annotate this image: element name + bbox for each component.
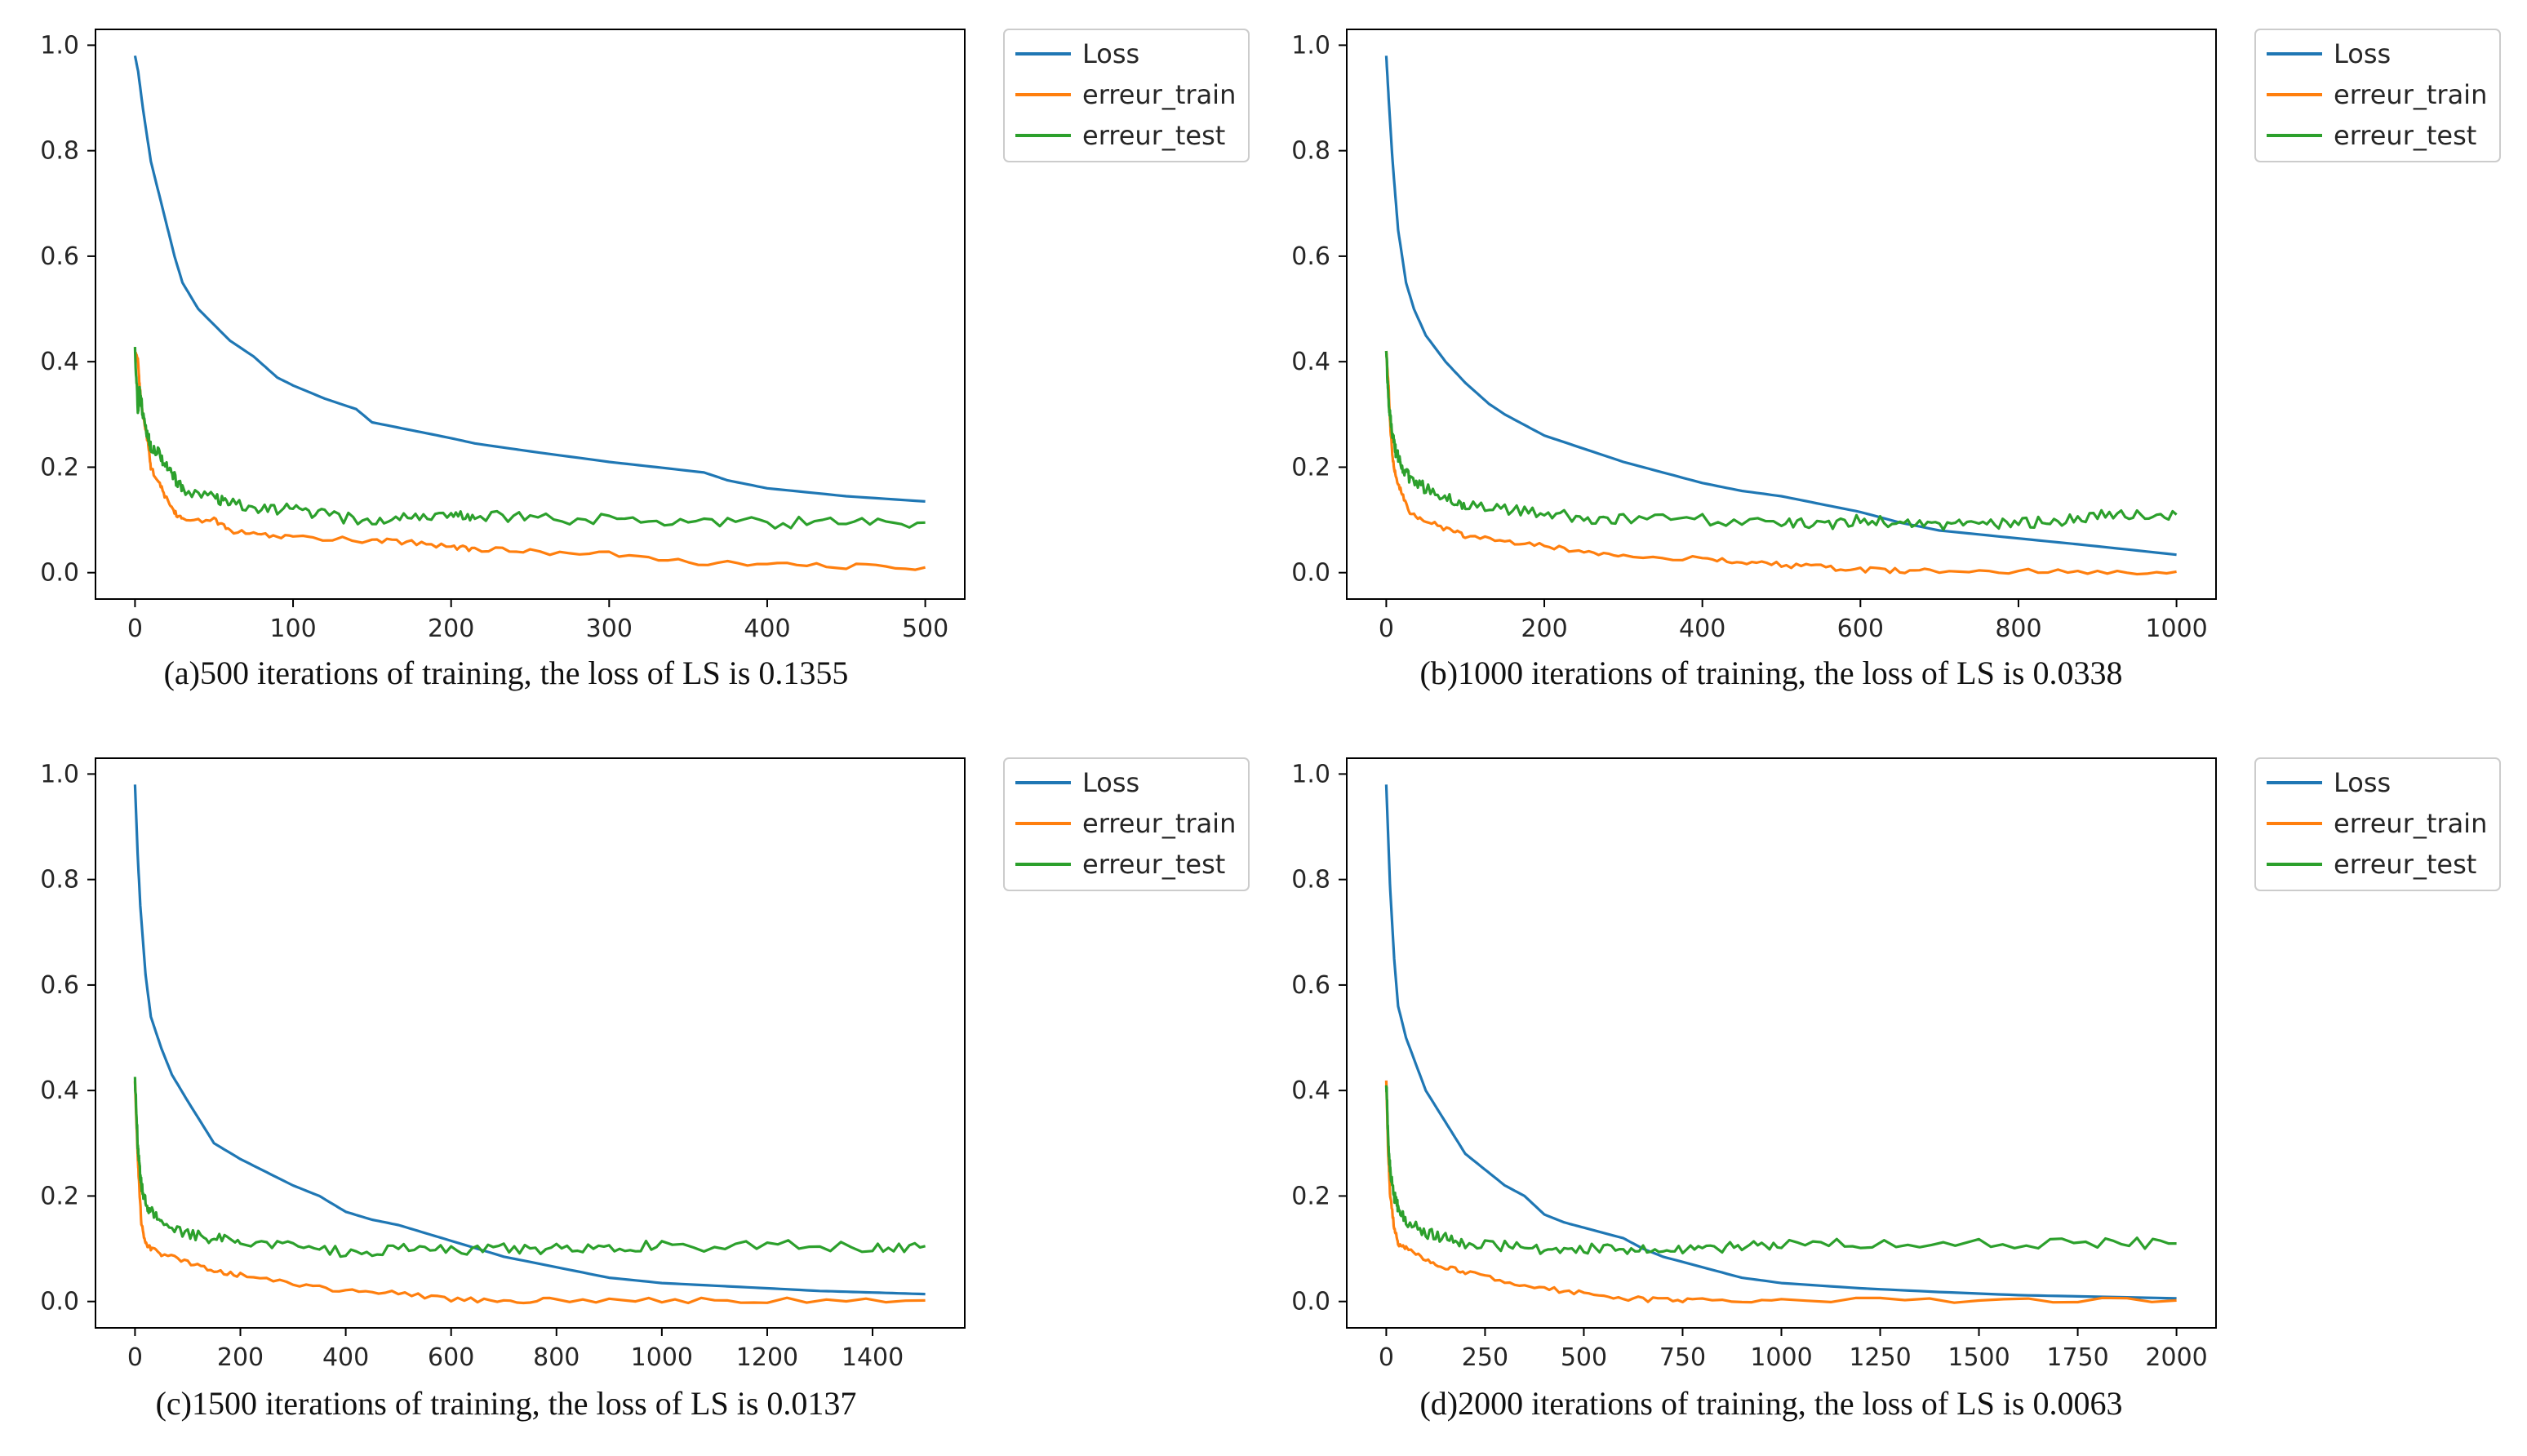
- x-tick-label: 0: [1379, 615, 1394, 643]
- y-tick-label: 0.0: [40, 1288, 79, 1316]
- series-line-erreur-train: [1384, 1080, 2177, 1304]
- legend-label: erreur_test: [2334, 120, 2476, 151]
- panel-caption: (d)2000 iterations of training, the loss…: [1419, 1385, 2122, 1422]
- chart-panel-b: 0 200 400 600 800 1000 0.0 0.2 0.4 0.6 0.8 1.0 Loss e…: [1291, 29, 2501, 691]
- legend-label: erreur_train: [2334, 79, 2487, 110]
- y-tick-label: 0.6: [40, 242, 79, 271]
- legend-label: Loss: [1082, 767, 1139, 798]
- chart-panel-d: 0 250 500 750 1000 1250 1500 1750 2000 0.0 0.2 0.4 0…: [1291, 757, 2501, 1422]
- chart-panel-c: 0 200 400 600 800 1000 1200 1400 0.0 0.2 0.4 0.6 0.8…: [40, 757, 1250, 1422]
- y-tick-label: 0.4: [1291, 348, 1330, 376]
- y-tick-label: 1.0: [40, 760, 79, 788]
- x-tick-label: 750: [1659, 1343, 1706, 1372]
- legend-label: erreur_test: [1082, 849, 1225, 880]
- x-tick-label: 600: [428, 1343, 474, 1372]
- y-tick-label: 0.2: [40, 453, 79, 482]
- x-tick-label: 0: [1379, 1343, 1394, 1372]
- y-tick-label: 0.0: [1291, 559, 1330, 588]
- x-tick-label: 1250: [1849, 1343, 1911, 1372]
- y-tick-label: 0.2: [1291, 1182, 1330, 1210]
- legend-label: Loss: [2334, 767, 2391, 798]
- series-line-erreur-train: [1384, 350, 2177, 576]
- axes-frame: [1346, 29, 2217, 600]
- legend-box: [1003, 757, 1250, 891]
- x-tick-label: 200: [1521, 615, 1567, 643]
- legend-label: erreur_test: [1082, 120, 1225, 151]
- x-tick-label: 400: [744, 615, 790, 643]
- y-tick-label: 0.8: [1291, 137, 1330, 166]
- series-line-Loss: [133, 784, 926, 1296]
- x-tick-label: 400: [1679, 615, 1725, 643]
- x-tick-label: 800: [1995, 615, 2041, 643]
- legend-box: [2254, 29, 2501, 162]
- y-tick-label: 0.0: [1291, 1288, 1330, 1316]
- x-tick-label: 1000: [631, 1343, 693, 1372]
- series-line-erreur-test: [1384, 1085, 2177, 1255]
- y-tick-label: 0.4: [1291, 1076, 1330, 1105]
- legend-box: [1003, 29, 1250, 162]
- x-tick-label: 0: [127, 615, 143, 643]
- panel-caption: (c)1500 iterations of training, the loss…: [156, 1385, 857, 1422]
- y-tick-label: 0.0: [40, 559, 79, 588]
- x-tick-label: 1500: [1947, 1343, 2010, 1372]
- y-tick-label: 0.6: [1291, 242, 1330, 271]
- x-tick-label: 600: [1837, 615, 1884, 643]
- y-tick-label: 1.0: [1291, 31, 1330, 60]
- legend-label: erreur_train: [2334, 808, 2487, 839]
- series-line-erreur-test: [133, 347, 926, 530]
- x-tick-label: 100: [269, 615, 316, 643]
- y-tick-label: 0.6: [40, 971, 79, 1000]
- series-line-erreur-train: [133, 351, 926, 571]
- x-tick-label: 0: [127, 1343, 143, 1372]
- chart-panel-a: 0 100 200 300 400 500 0.0 0.2 0.4 0.6 0.8 1.0 Loss er…: [40, 29, 1250, 691]
- x-tick-label: 2000: [2145, 1343, 2207, 1372]
- y-tick-label: 0.8: [40, 137, 79, 166]
- legend-label: Loss: [2334, 38, 2391, 69]
- legend-label: erreur_test: [2334, 849, 2476, 880]
- y-tick-label: 0.4: [40, 348, 79, 376]
- axes-frame: [95, 29, 966, 600]
- y-tick-label: 1.0: [1291, 760, 1330, 788]
- panel-caption: (b)1000 iterations of training, the loss…: [1419, 655, 2122, 691]
- series-line-erreur-test: [133, 1076, 926, 1258]
- x-tick-label: 1000: [2145, 615, 2207, 643]
- x-tick-label: 400: [322, 1343, 369, 1372]
- y-tick-label: 1.0: [40, 31, 79, 60]
- series-line-erreur-train: [133, 1081, 926, 1305]
- y-tick-label: 0.8: [40, 866, 79, 894]
- legend-label: erreur_train: [1082, 79, 1236, 110]
- x-tick-label: 200: [428, 615, 474, 643]
- legend-label: Loss: [1082, 38, 1139, 69]
- y-tick-label: 0.6: [1291, 971, 1330, 1000]
- x-tick-label: 500: [1561, 1343, 1607, 1372]
- x-tick-label: 500: [902, 615, 948, 643]
- series-line-Loss: [133, 55, 926, 503]
- x-tick-label: 300: [586, 615, 633, 643]
- x-tick-label: 250: [1462, 1343, 1508, 1372]
- legend-label: erreur_train: [1082, 808, 1236, 839]
- x-tick-label: 1200: [736, 1343, 798, 1372]
- y-tick-label: 0.4: [40, 1076, 79, 1105]
- x-tick-label: 1400: [842, 1343, 904, 1372]
- y-tick-label: 0.2: [40, 1182, 79, 1210]
- series-line-Loss: [1384, 784, 2177, 1300]
- x-tick-label: 200: [217, 1343, 264, 1372]
- x-tick-label: 1000: [1750, 1343, 1812, 1372]
- series-line-erreur-test: [1384, 350, 2178, 531]
- x-tick-label: 800: [533, 1343, 580, 1372]
- panel-caption: (a)500 iterations of training, the loss …: [164, 655, 849, 691]
- y-tick-label: 0.8: [1291, 866, 1330, 894]
- x-tick-label: 1750: [2046, 1343, 2108, 1372]
- legend-box: [2254, 757, 2501, 891]
- series-line-Loss: [1384, 55, 2177, 557]
- y-tick-label: 0.2: [1291, 453, 1330, 482]
- axes-frame: [95, 757, 966, 1329]
